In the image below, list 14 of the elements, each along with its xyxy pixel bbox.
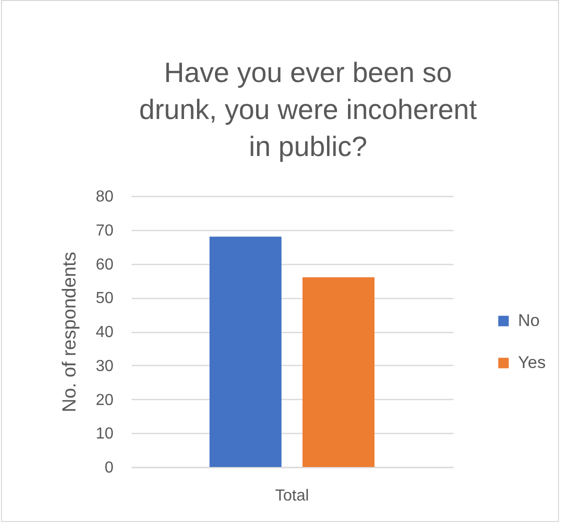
y-tick-label: 40 [96, 324, 114, 341]
y-tick-label: 0 [104, 460, 114, 476]
legend-label: No [518, 311, 540, 330]
legend-label: Yes [518, 353, 546, 372]
y-tick-label: 50 [96, 290, 114, 308]
x-tick-label: Total [275, 488, 309, 504]
y-tick-label: 30 [96, 358, 114, 375]
y-tick-label: 70 [96, 222, 114, 240]
y-tick-label: 20 [96, 392, 114, 409]
y-tick-label: 10 [96, 426, 114, 443]
y-tick-label: 60 [96, 256, 114, 274]
chart-title: Have you ever been so drunk, you were incoherent in public? [139, 57, 478, 162]
y-tick-label: 80 [96, 188, 114, 206]
y-axis-title: No. of respondents [60, 252, 81, 412]
